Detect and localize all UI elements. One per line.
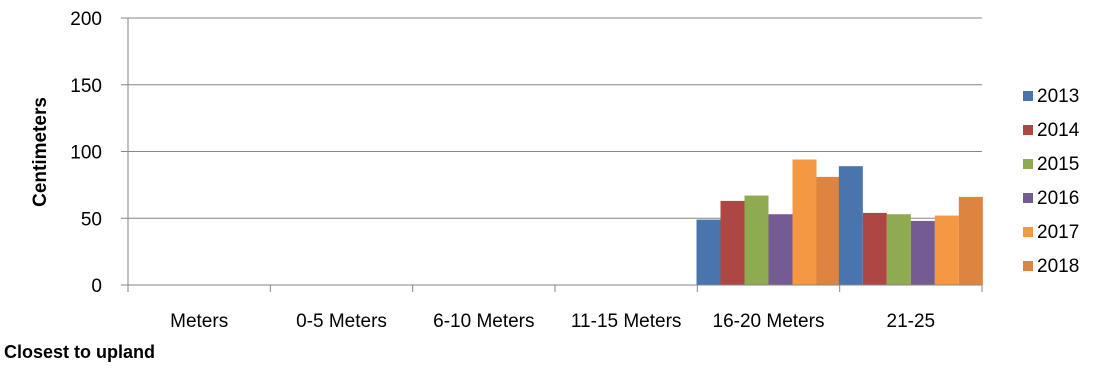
legend-swatch — [1023, 261, 1033, 271]
x-tick-label: 0-5 Meters — [296, 311, 387, 332]
legend-label: 2015 — [1037, 154, 1079, 175]
legend-swatch — [1023, 125, 1033, 135]
bar-2014-5 — [862, 212, 887, 285]
bar-2013-4 — [696, 219, 721, 285]
x-tick-label: 21-25 — [887, 311, 936, 332]
x-tick-label: 6-10 Meters — [433, 311, 534, 332]
y-tick-label: 50 — [81, 209, 102, 230]
bar-2014-4 — [720, 200, 745, 285]
y-tick-label: 100 — [70, 143, 102, 164]
bar-2013-5 — [838, 166, 863, 285]
y-tick-label: 200 — [70, 9, 102, 30]
legend-label: 2016 — [1037, 188, 1079, 209]
legend-swatch — [1023, 159, 1033, 169]
bar-2017-4 — [792, 159, 817, 285]
y-tick-label: 0 — [91, 276, 102, 297]
chart-caption: Closest to upland — [4, 342, 156, 362]
axes — [127, 18, 983, 292]
bar-2015-4 — [744, 195, 769, 285]
y-tick-labels: 0 50 100 150 200 — [70, 9, 102, 297]
x-tick-label: 16-20 Meters — [713, 311, 825, 332]
bar-2015-5 — [886, 214, 911, 285]
bar-2018-4 — [816, 176, 841, 285]
bar-2018-5 — [958, 196, 983, 285]
bars — [696, 159, 983, 285]
legend-swatch — [1023, 227, 1033, 237]
x-tick-labels: Meters 0-5 Meters 6-10 Meters 11-15 Meters 1… — [170, 311, 935, 332]
legend-label: 2017 — [1037, 222, 1079, 243]
bar-2016-4 — [768, 214, 793, 285]
legend-label: 2014 — [1037, 120, 1080, 141]
bar-2016-5 — [910, 220, 935, 285]
y-tick-label: 150 — [70, 76, 102, 97]
bar-2017-5 — [934, 215, 959, 285]
x-tick-label: 11-15 Meters — [571, 311, 682, 332]
legend-swatch — [1023, 91, 1033, 101]
legend-label: 2018 — [1037, 256, 1079, 277]
y-axis-label: Centimeters — [30, 97, 51, 207]
legend-label: 2013 — [1037, 86, 1079, 107]
legend-swatch — [1023, 193, 1033, 203]
legend: 2013 2014 2015 2016 2017 2018 — [1023, 86, 1080, 277]
x-tick-label: Meters — [170, 311, 228, 332]
